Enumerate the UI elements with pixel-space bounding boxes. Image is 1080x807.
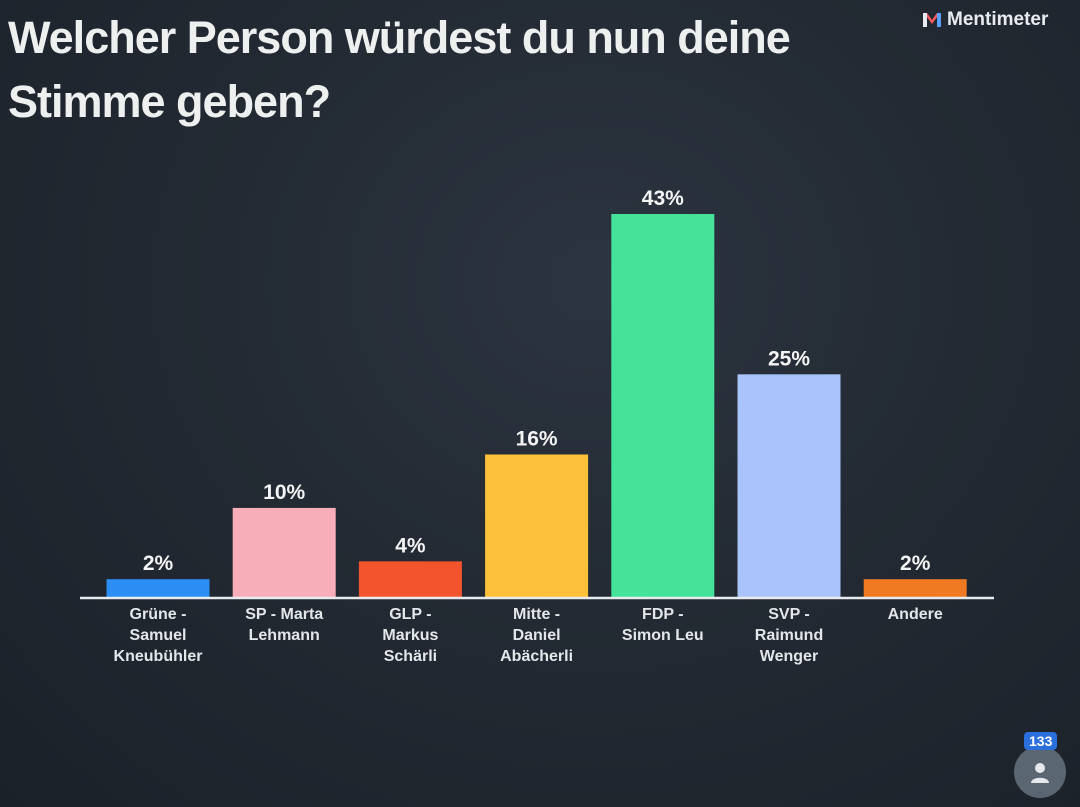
category-label-4: FDP -Simon Leu bbox=[622, 606, 704, 644]
bar-1 bbox=[232, 507, 336, 597]
bar-0 bbox=[106, 579, 210, 597]
category-label-0: Grüne -Samuel Kneubühler bbox=[114, 606, 203, 665]
user-icon bbox=[1031, 763, 1049, 783]
bar-value-label-2: 4% bbox=[395, 534, 426, 557]
question-title: Welcher Person würdest du nun deine Stim… bbox=[8, 12, 791, 127]
participants-avatar[interactable] bbox=[1014, 746, 1066, 798]
bar-value-label-4: 43% bbox=[642, 187, 684, 210]
bar-value-label-1: 10% bbox=[263, 481, 305, 504]
category-label-2: GLP -Markus Schärli bbox=[382, 606, 438, 665]
bar-value-label-0: 2% bbox=[143, 552, 174, 575]
bar-5 bbox=[737, 374, 841, 597]
brand: Mentimeter bbox=[922, 9, 1048, 31]
bar-3 bbox=[485, 454, 589, 597]
bar-4 bbox=[611, 214, 715, 597]
bar-6 bbox=[863, 579, 967, 597]
bar-value-label-5: 25% bbox=[768, 347, 810, 370]
bar-value-label-3: 16% bbox=[516, 427, 558, 450]
bar-2 bbox=[358, 561, 462, 597]
mentimeter-logo-icon bbox=[923, 13, 941, 27]
brand-name: Mentimeter bbox=[947, 9, 1049, 30]
category-label-5: SVP -Raimund Wenger bbox=[755, 606, 823, 665]
bar-value-label-6: 2% bbox=[900, 552, 931, 575]
participant-count-badge: 133 bbox=[1024, 732, 1058, 750]
category-label-6: Andere bbox=[888, 606, 943, 623]
participants-widget[interactable]: 133 bbox=[1014, 730, 1070, 798]
category-label-1: SP - Marta Lehmann bbox=[245, 606, 323, 644]
category-label-3: Mitte -Daniel Abächerli bbox=[500, 606, 573, 665]
